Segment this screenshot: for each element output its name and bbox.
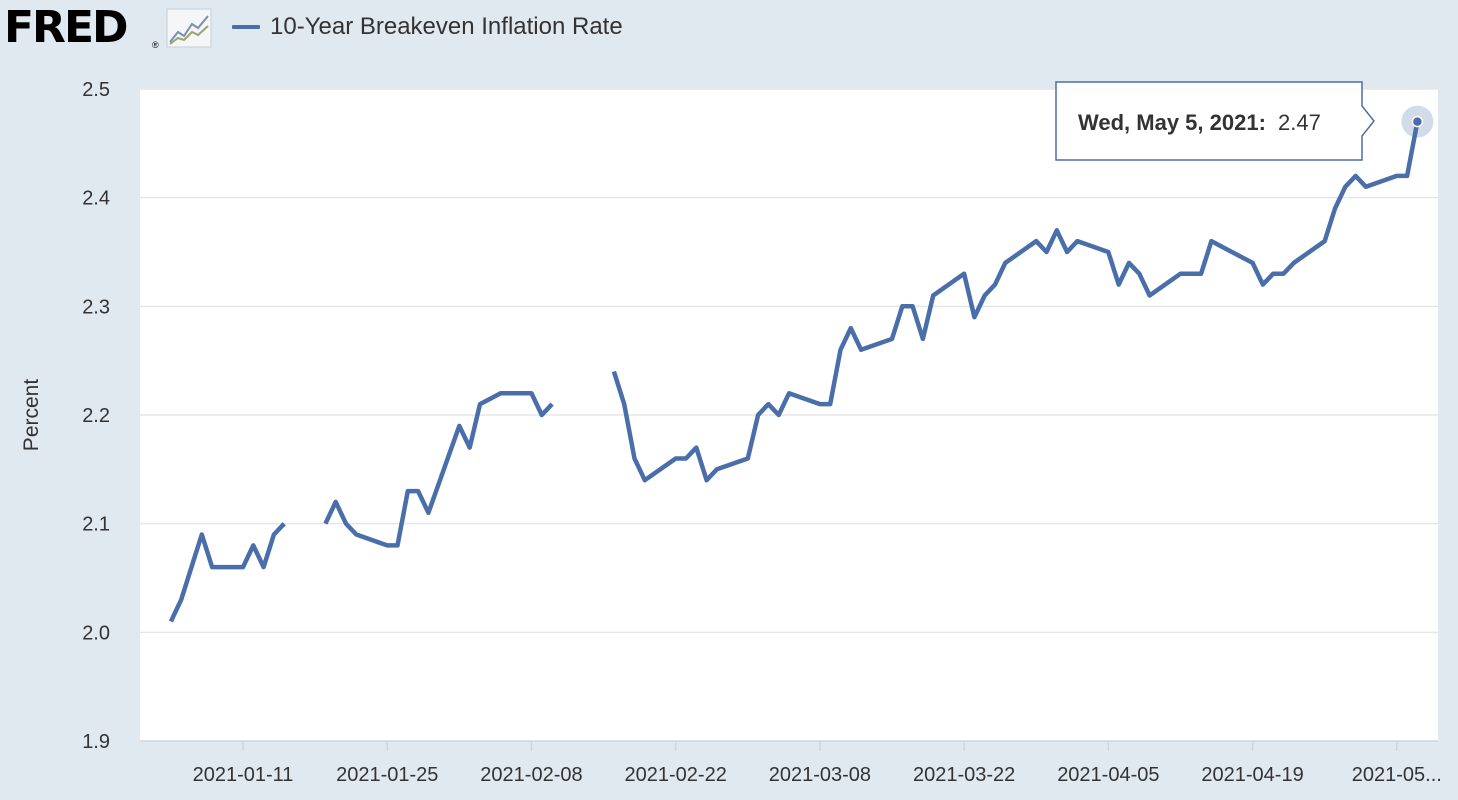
x-axis-ticks: 2021-01-11 2021-01-25 2021-02-08 2021-02-22…	[193, 741, 1442, 786]
y-tick-label: 2.5	[82, 79, 110, 101]
hover-point[interactable]	[1411, 115, 1424, 128]
chart-header: FRED ® 10-Year Breakeven Inflation Rate	[0, 0, 1458, 70]
fred-line-graph-icon	[166, 8, 212, 48]
y-tick-label: 2.3	[82, 296, 110, 318]
x-tick-label: 2021-03-22	[913, 764, 1015, 786]
x-tick-label: 2021-02-08	[480, 764, 582, 786]
y-tick-label: 2.0	[82, 622, 110, 644]
y-tick-label: 2.1	[82, 514, 110, 536]
fred-registered-mark: ®	[152, 40, 159, 50]
series-layer[interactable]	[168, 121, 1420, 623]
x-tick-label: 2021-01-25	[336, 764, 438, 786]
x-tick-label: 2021-05...	[1352, 764, 1442, 786]
tooltip-date: Wed, May 5, 2021:	[1078, 110, 1266, 135]
tooltip-value: 2.47	[1278, 110, 1321, 135]
tooltip: Wed, May 5, 2021: 2.47	[1055, 81, 1375, 161]
x-tick-label: 2021-04-05	[1057, 764, 1159, 786]
x-tick-label: 2021-02-22	[625, 764, 727, 786]
x-tick-label: 2021-04-19	[1201, 764, 1303, 786]
x-tick-label: 2021-01-11	[193, 764, 294, 786]
y-axis-title: Percent	[20, 379, 43, 452]
series-line[interactable]	[168, 121, 1420, 623]
hover-marker	[1401, 105, 1434, 138]
legend-series-label: 10-Year Breakeven Inflation Rate	[270, 13, 623, 40]
fred-logo[interactable]: FRED	[4, 2, 129, 53]
svg-text:Wed, May 5, 2021: 2.47: Wed, May 5, 2021: 2.47	[1078, 110, 1321, 135]
y-tick-label: 2.2	[82, 405, 110, 427]
y-axis-tick-labels: 1.9 2.0 2.1 2.2 2.3 2.4 2.5	[82, 79, 110, 753]
x-tick-label: 2021-03-08	[769, 764, 871, 786]
y-tick-label: 2.4	[82, 188, 110, 210]
y-tick-label: 1.9	[82, 731, 110, 753]
chart-legend[interactable]: 10-Year Breakeven Inflation Rate	[232, 13, 623, 41]
legend-series-swatch	[232, 25, 260, 29]
tooltip-box	[1055, 81, 1375, 161]
